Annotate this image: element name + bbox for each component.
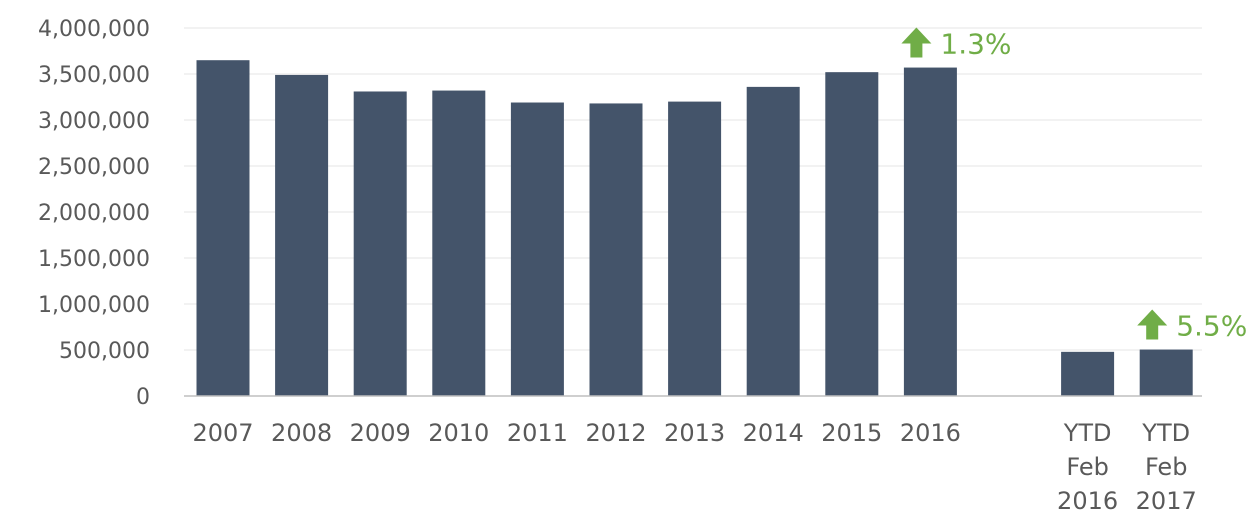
x-tick-label: 2016 bbox=[1057, 487, 1118, 515]
growth-annotations: 1.3% 5.5% bbox=[901, 27, 1247, 343]
growth-label: 5.5% bbox=[1176, 310, 1247, 343]
bar bbox=[1061, 351, 1115, 396]
growth-annotation: 1.3% bbox=[901, 27, 1012, 61]
x-tick-label: 2011 bbox=[507, 419, 568, 447]
x-tick-label: 2017 bbox=[1136, 487, 1197, 515]
x-tick-label: 2013 bbox=[664, 419, 725, 447]
y-tick-label: 500,000 bbox=[59, 339, 150, 364]
x-tick-label: 2016 bbox=[900, 419, 961, 447]
bar bbox=[746, 86, 800, 396]
bar bbox=[1139, 349, 1193, 396]
y-tick-label: 2,500,000 bbox=[38, 155, 150, 180]
x-tick-label: 2014 bbox=[743, 419, 804, 447]
x-axis: 2007 2008 2009 2010 2011 2012 2013 2014 2015 2016… bbox=[192, 419, 1196, 515]
growth-annotation: 5.5% bbox=[1137, 309, 1247, 343]
bar bbox=[353, 91, 407, 396]
x-tick-label: 2009 bbox=[350, 419, 411, 447]
bar bbox=[432, 90, 486, 396]
bars bbox=[196, 60, 1193, 397]
y-tick-label: 1,000,000 bbox=[38, 293, 150, 318]
up-arrow-icon bbox=[901, 27, 932, 58]
growth-label: 1.3% bbox=[940, 28, 1011, 61]
y-tick-label: 2,000,000 bbox=[38, 201, 150, 226]
y-tick-label: 3,000,000 bbox=[38, 109, 150, 134]
x-tick-label: 2007 bbox=[192, 419, 253, 447]
x-tick-label: 2010 bbox=[428, 419, 489, 447]
up-arrow-icon bbox=[1137, 309, 1168, 340]
x-tick-label: Feb bbox=[1066, 453, 1109, 481]
x-tick-label: Feb bbox=[1145, 453, 1188, 481]
bar bbox=[275, 74, 329, 397]
bar bbox=[589, 103, 643, 396]
bar bbox=[196, 60, 250, 396]
bar bbox=[903, 67, 957, 396]
y-tick-label: 0 bbox=[136, 385, 150, 410]
x-tick-label: 2008 bbox=[271, 419, 332, 447]
x-tick-label: 2012 bbox=[585, 419, 646, 447]
y-tick-label: 1,500,000 bbox=[38, 247, 150, 272]
bar bbox=[668, 101, 722, 396]
bar bbox=[510, 102, 564, 397]
y-axis: 0 500,000 1,000,000 1,500,000 2,000,000 2,500… bbox=[38, 17, 150, 410]
x-tick-label: YTD bbox=[1063, 419, 1112, 447]
y-tick-label: 4,000,000 bbox=[38, 17, 150, 42]
x-tick-label: YTD bbox=[1141, 419, 1190, 447]
y-tick-label: 3,500,000 bbox=[38, 63, 150, 88]
bar bbox=[825, 72, 879, 396]
x-tick-label: 2015 bbox=[821, 419, 882, 447]
